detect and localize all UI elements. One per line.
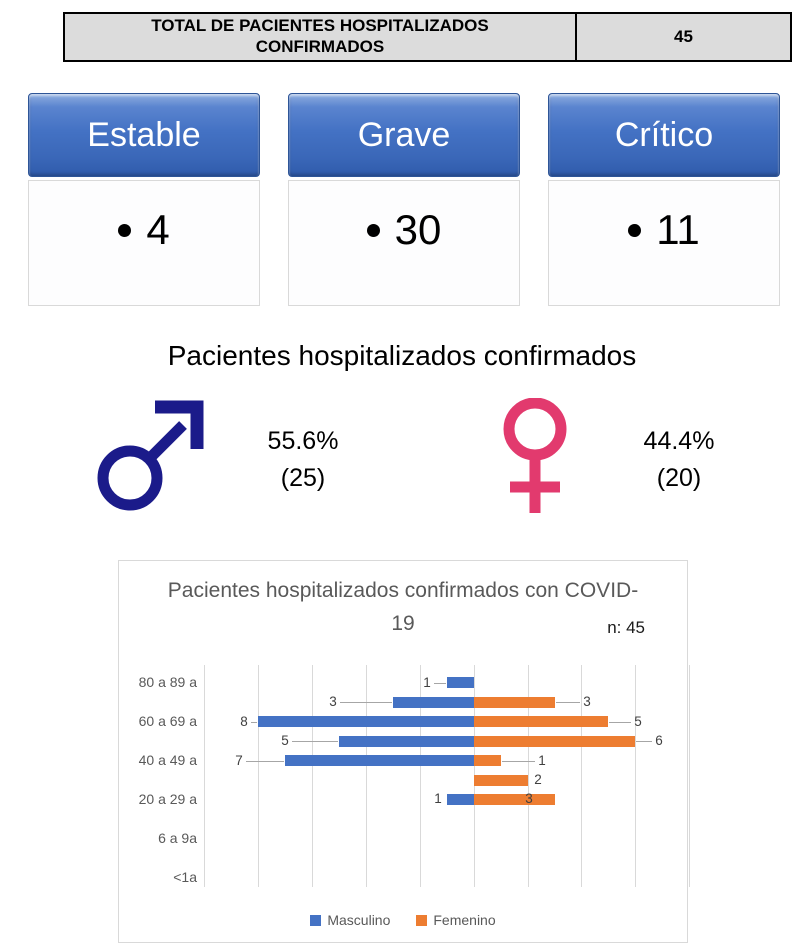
chart-title: Pacientes hospitalizados confirmados con… (167, 579, 639, 635)
chart-legend: Masculino Femenino (119, 912, 687, 928)
label-leader-line (434, 682, 446, 684)
bar-femenino (473, 755, 501, 767)
chart-gridline (365, 665, 367, 887)
bar-value-label: 7 (235, 752, 243, 768)
bar-value-label: 3 (583, 694, 591, 710)
status-card-header: Grave (288, 93, 520, 177)
bar-femenino (473, 716, 609, 728)
status-card-critico: Crítico 11 (548, 93, 780, 306)
status-card-value: 4 (146, 206, 170, 253)
label-leader-line (501, 760, 535, 762)
female-percent: 44.4% (643, 427, 715, 455)
bar-masculino (446, 793, 474, 805)
bullet-icon (366, 223, 380, 237)
bar-femenino (473, 793, 555, 805)
status-card-estable: Estable 4 (28, 93, 260, 306)
female-count: (20) (656, 464, 702, 492)
status-card-header: Estable (28, 93, 260, 177)
status-card-value: 11 (656, 206, 700, 253)
status-cards-row: Estable 4 Grave 30 Crítico 11 (28, 93, 780, 306)
bar-value-label: 5 (281, 733, 289, 749)
legend-item-masculino: Masculino (310, 912, 390, 928)
axis-tick-label: 6 a 9a (158, 829, 197, 846)
female-icon (495, 397, 575, 523)
bar-value-label: 2 (534, 772, 542, 787)
status-card-body: 30 (288, 180, 520, 306)
bar-femenino (473, 735, 636, 747)
bar-masculino (392, 696, 474, 708)
chart-gridline (581, 665, 583, 887)
bar-masculino (285, 755, 474, 767)
legend-item-femenino: Femenino (416, 912, 496, 928)
bar-value-label: 6 (655, 733, 663, 749)
chart-n-annotation: n: 45 (607, 618, 645, 637)
summary-table: TOTAL DE PACIENTES HOSPITALIZADOS CONFIR… (63, 12, 792, 62)
legend-label: Masculino (327, 912, 391, 928)
label-leader-line (636, 741, 652, 743)
label-leader-line (251, 721, 258, 723)
legend-swatch-icon (416, 914, 428, 926)
male-stats: 55.6% (25) (248, 423, 358, 497)
chart-gridline (689, 665, 691, 887)
bar-masculino (446, 677, 474, 689)
label-leader-line (609, 721, 631, 723)
status-card-body: 4 (28, 180, 260, 306)
male-percent: 55.6% (267, 427, 339, 455)
chart-gridline (527, 665, 529, 887)
label-leader-line (246, 760, 285, 762)
male-icon (93, 398, 205, 523)
axis-tick-label: 60 a 69 a (138, 713, 197, 730)
axis-tick-label: 20 a 29 a (138, 790, 197, 807)
bar-femenino (473, 696, 555, 708)
axis-tick-label: 80 a 89 a (138, 674, 197, 691)
summary-table-label: TOTAL DE PACIENTES HOSPITALIZADOS CONFIR… (65, 14, 577, 60)
male-count: (25) (280, 464, 326, 492)
bar-value-label: 1 (434, 791, 442, 807)
label-leader-line (555, 702, 580, 704)
label-leader-line (292, 741, 338, 743)
label-leader-line (340, 702, 392, 704)
axis-tick-label: 40 a 49 a (138, 752, 197, 769)
legend-swatch-icon (310, 914, 322, 926)
age-sex-pyramid-chart: Pacientes hospitalizados confirmados con… (118, 560, 691, 943)
bar-value-label: 8 (240, 713, 248, 729)
legend-label: Femenino (433, 912, 496, 928)
bar-value-label: 5 (634, 713, 642, 729)
bar-value-label: 1 (423, 674, 431, 690)
bar-value-label: 3 (525, 791, 533, 807)
chart-gridline (204, 665, 206, 887)
chart-gridline (258, 665, 260, 887)
chart-gridline (419, 665, 421, 887)
chart-gridline (312, 665, 314, 887)
bar-masculino (339, 735, 474, 747)
chart-gridline (635, 665, 637, 887)
status-card-body: 11 (548, 180, 780, 306)
status-card-value: 30 (394, 206, 442, 253)
bullet-icon (118, 223, 132, 237)
axis-tick-label: <1a (173, 868, 197, 885)
status-card-grave: Grave 30 (288, 93, 520, 306)
bar-value-label: 3 (329, 694, 337, 710)
bar-masculino (258, 716, 474, 728)
summary-table-value: 45 (674, 27, 693, 46)
section-title: Pacientes hospitalizados confirmados (167, 340, 637, 371)
bullet-icon (628, 223, 642, 237)
bar-value-label: 1 (538, 752, 546, 768)
bar-femenino (473, 774, 528, 786)
status-card-header: Crítico (548, 93, 780, 177)
female-stats: 44.4% (20) (624, 423, 734, 497)
